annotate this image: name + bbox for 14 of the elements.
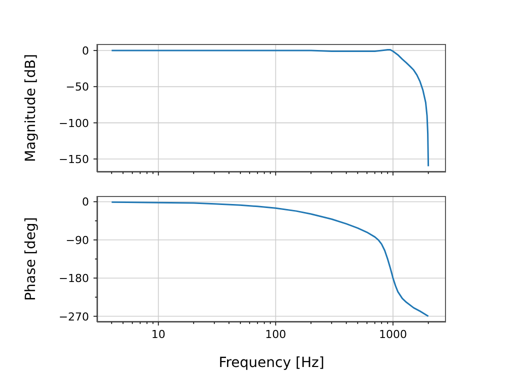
x-tick-label: 100 xyxy=(265,328,286,341)
x-tick-label: 1000 xyxy=(378,328,407,341)
y-axis-title: Magnitude [dB] xyxy=(22,54,39,162)
y-axis-title: Phase [deg] xyxy=(22,217,39,301)
y-tick-label: −100 xyxy=(58,116,89,130)
y-tick-label: 0 xyxy=(82,44,89,58)
y-tick-label: −150 xyxy=(58,152,89,166)
y-tick-label: 0 xyxy=(82,196,89,209)
y-tick-label: −180 xyxy=(58,272,89,286)
y-tick-label: −50 xyxy=(66,80,89,94)
x-axis-title: Frequency [Hz] xyxy=(218,355,324,371)
y-tick-label: −90 xyxy=(66,234,89,247)
y-tick-label: −270 xyxy=(58,310,89,324)
x-tick-label: 10 xyxy=(151,328,166,341)
